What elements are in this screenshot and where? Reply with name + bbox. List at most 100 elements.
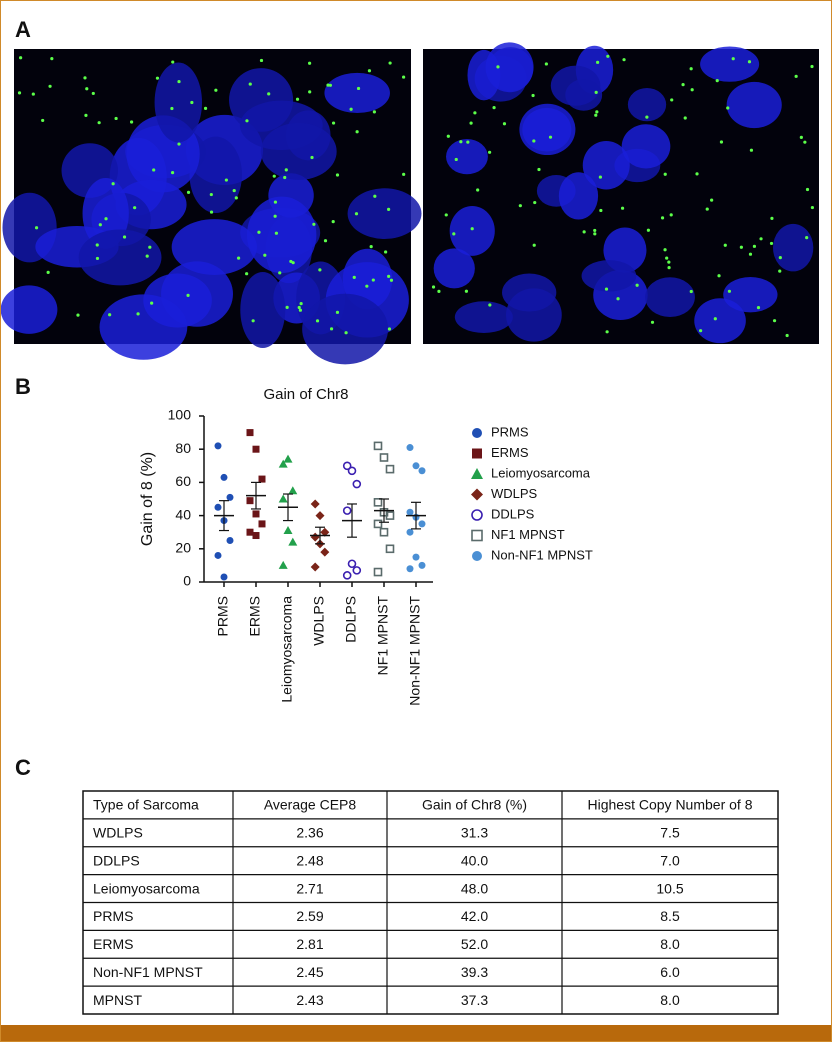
fish-signal bbox=[663, 172, 667, 176]
fish-signal bbox=[476, 188, 480, 192]
fish-signal bbox=[259, 58, 264, 63]
data-point bbox=[373, 567, 383, 577]
fish-signal bbox=[582, 230, 586, 234]
data-point bbox=[418, 561, 426, 569]
table-cell: 7.0 bbox=[660, 852, 680, 868]
data-point bbox=[471, 468, 483, 479]
data-point bbox=[258, 475, 266, 483]
fish-signal bbox=[459, 140, 463, 144]
data-point bbox=[283, 526, 293, 535]
nucleus bbox=[726, 81, 782, 129]
fish-signal bbox=[331, 220, 335, 224]
data-point bbox=[246, 497, 254, 505]
data-point bbox=[252, 532, 260, 540]
y-axis-label: Gain of 8 (%) bbox=[139, 452, 156, 546]
fish-signal bbox=[145, 254, 149, 258]
fish-signal bbox=[274, 231, 279, 235]
data-point bbox=[385, 511, 395, 520]
fish-signal bbox=[772, 319, 777, 323]
fish-signal bbox=[466, 140, 470, 144]
fish-signal bbox=[454, 157, 458, 162]
fish-signal bbox=[715, 79, 719, 83]
data-point bbox=[373, 441, 383, 451]
fish-signal bbox=[34, 226, 39, 230]
fish-signal bbox=[387, 274, 391, 278]
nucleus bbox=[324, 72, 390, 114]
nucleus bbox=[154, 62, 203, 143]
fish-signal bbox=[598, 175, 602, 179]
data-point bbox=[472, 551, 482, 561]
table-cell: 37.3 bbox=[461, 992, 488, 1008]
nucleus bbox=[645, 277, 695, 318]
data-point bbox=[385, 464, 395, 474]
x-tick-label: WDLPS bbox=[311, 596, 327, 646]
fish-signal bbox=[595, 110, 599, 114]
fish-signal bbox=[329, 327, 334, 331]
data-point bbox=[472, 448, 482, 459]
fish-signal bbox=[349, 107, 353, 111]
table-cell: 6.0 bbox=[660, 964, 680, 980]
fish-signal bbox=[683, 116, 687, 120]
fish-signal bbox=[727, 289, 732, 293]
fish-signal bbox=[365, 284, 369, 288]
data-point bbox=[278, 494, 288, 503]
fish-signal bbox=[356, 86, 361, 91]
data-point bbox=[310, 562, 320, 572]
table-cell: 2.59 bbox=[296, 908, 323, 924]
nucleus bbox=[454, 301, 513, 334]
fish-signal bbox=[452, 232, 456, 236]
fish-signal bbox=[46, 270, 50, 275]
fish-signal bbox=[705, 207, 709, 211]
data-point bbox=[385, 544, 395, 554]
table-cell: 8.0 bbox=[660, 936, 680, 952]
data-point bbox=[320, 527, 330, 537]
fish-signal bbox=[344, 331, 348, 335]
fish-signal bbox=[616, 297, 620, 301]
fish-signal bbox=[533, 200, 537, 205]
data-point bbox=[471, 509, 483, 521]
fish-signal bbox=[690, 88, 694, 92]
fish-signal bbox=[681, 82, 685, 87]
nucleus bbox=[260, 123, 337, 180]
fish-signal bbox=[532, 243, 536, 247]
data-point bbox=[406, 528, 414, 536]
data-point bbox=[214, 442, 222, 450]
fish-signal bbox=[667, 260, 671, 264]
fish-signal bbox=[469, 121, 473, 125]
fish-signal bbox=[670, 98, 674, 102]
fish-signal bbox=[371, 278, 375, 282]
nucleus bbox=[550, 65, 601, 106]
fish-signal bbox=[593, 232, 597, 236]
fish-signal bbox=[209, 192, 213, 197]
data-point bbox=[347, 559, 357, 569]
panel-label: B bbox=[15, 374, 31, 399]
fish-signal bbox=[488, 303, 492, 307]
data-point bbox=[226, 493, 234, 501]
nucleus bbox=[99, 294, 188, 360]
fish-signal bbox=[245, 119, 249, 123]
nucleus bbox=[449, 206, 495, 256]
data-point bbox=[379, 453, 389, 462]
data-point bbox=[252, 510, 260, 518]
data-point bbox=[220, 573, 228, 581]
fish-signal bbox=[98, 223, 102, 227]
data-point bbox=[315, 511, 325, 521]
fish-signal bbox=[594, 113, 598, 117]
nucleus bbox=[694, 298, 746, 344]
nucleus bbox=[522, 107, 572, 152]
nucleus bbox=[621, 124, 671, 169]
data-point bbox=[352, 566, 362, 575]
x-tick-label: Leiomyosarcoma bbox=[279, 596, 295, 703]
chart-title: Gain of Chr8 bbox=[263, 386, 348, 403]
fish-signal bbox=[31, 92, 35, 96]
fish-signal bbox=[310, 155, 314, 160]
fish-signal bbox=[531, 93, 535, 98]
fish-signal bbox=[17, 91, 22, 95]
fish-signal bbox=[299, 302, 303, 306]
fish-signal bbox=[752, 244, 757, 248]
data-point bbox=[379, 527, 389, 537]
legend-label: ERMS bbox=[491, 445, 529, 460]
fish-signal bbox=[104, 217, 108, 221]
table-cell: MPNST bbox=[93, 992, 142, 1008]
